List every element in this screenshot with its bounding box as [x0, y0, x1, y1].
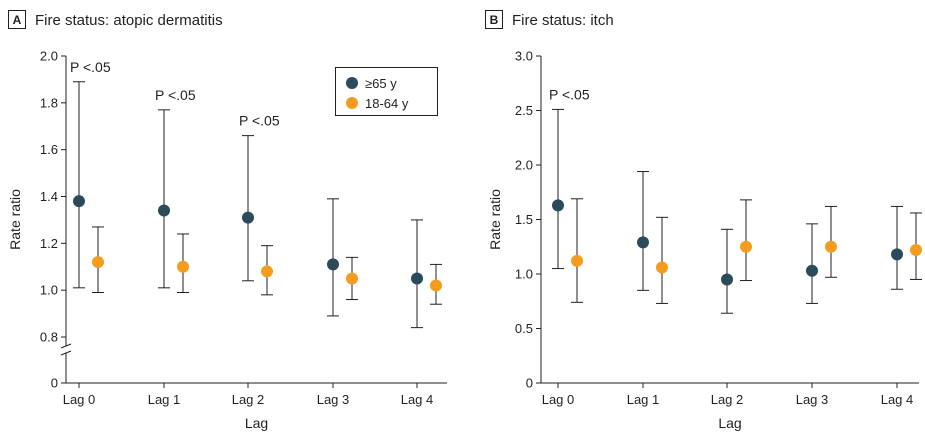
- y-axis-title: Rate ratio: [7, 189, 23, 250]
- data-point: [430, 279, 442, 292]
- legend-label: ≥65 y: [365, 76, 397, 91]
- panel-b: B Fire status: itch 0 0.5 1.0 1.5 2.0 2.5 3.0 Lag…: [485, 10, 922, 431]
- chart-title: Fire status: itch: [512, 12, 614, 29]
- y-tick-label: 2.0: [40, 49, 58, 64]
- y-tick-label: 1.4: [40, 189, 58, 204]
- y-tick-label: 0.8: [40, 330, 58, 345]
- data-point: [177, 260, 189, 273]
- series-18-64: [92, 226, 442, 305]
- data-point: [411, 272, 423, 285]
- x-tick-label: Lag 4: [401, 392, 434, 407]
- y-tick-label: 2.0: [515, 158, 533, 173]
- legend-label: 18-64 y: [365, 96, 409, 111]
- data-point: [656, 261, 668, 274]
- y-tick-label: 0: [526, 376, 533, 391]
- data-point: [552, 199, 564, 212]
- data-point: [92, 256, 104, 269]
- y-tick-label: 0: [51, 376, 58, 391]
- x-tick-label: Lag 3: [796, 392, 829, 407]
- axis-break-mark: [60, 343, 72, 349]
- y-tick-label: 1.0: [515, 267, 533, 282]
- chart-title: Fire status: atopic dermatitis: [35, 12, 223, 29]
- y-tick-label: 1.5: [515, 212, 533, 227]
- y-tick-label: 0.5: [515, 321, 533, 336]
- data-point: [910, 244, 922, 257]
- x-tick-label: Lag 3: [317, 392, 350, 407]
- data-point: [891, 248, 903, 261]
- x-axis-title: Lag: [718, 415, 741, 431]
- series-ge65: [552, 108, 903, 314]
- data-point: [73, 195, 85, 208]
- significance-annotation: P <.05: [549, 86, 590, 102]
- x-axis-title: Lag: [245, 415, 268, 431]
- panel-letter-box: [8, 10, 26, 29]
- panel-letter: A: [13, 13, 22, 27]
- data-point: [158, 204, 170, 217]
- panel-letter: B: [490, 13, 499, 27]
- legend-marker: [346, 77, 358, 89]
- data-point: [571, 254, 583, 267]
- panel-a: A Fire status: atopic dermatitis 0 0.8 1.0 1.…: [7, 10, 447, 431]
- data-point: [637, 236, 649, 249]
- y-tick-label: 1.0: [40, 283, 58, 298]
- axis-break-mark: [60, 350, 72, 356]
- data-point: [242, 211, 254, 224]
- data-point: [721, 273, 733, 286]
- series-18-64: [571, 198, 922, 304]
- x-tick-label: Lag 1: [627, 392, 660, 407]
- panel-letter-box: [485, 10, 503, 29]
- y-tick-label: 1.8: [40, 95, 58, 110]
- x-tick-label: Lag 0: [63, 392, 96, 407]
- data-point: [740, 240, 752, 253]
- x-tick-label: Lag 2: [711, 392, 744, 407]
- y-axis-title: Rate ratio: [487, 189, 503, 250]
- y-tick-label: 3.0: [515, 49, 533, 64]
- y-tick-label: 2.5: [515, 103, 533, 118]
- significance-annotation: P <.05: [155, 87, 196, 103]
- legend-marker: [346, 97, 358, 109]
- y-tick-label: 1.6: [40, 142, 58, 157]
- x-tick-label: Lag 4: [881, 392, 914, 407]
- data-point: [346, 272, 358, 285]
- significance-annotation: P <.05: [239, 113, 280, 129]
- data-point: [327, 258, 339, 271]
- series-ge65: [73, 81, 423, 329]
- y-tick-label: 1.2: [40, 236, 58, 251]
- legend: ≥65 y 18-64 y: [335, 67, 438, 116]
- x-tick-label: Lag 1: [148, 392, 181, 407]
- x-tick-label: Lag 0: [542, 392, 575, 407]
- significance-annotation: P <.05: [70, 59, 111, 75]
- x-tick-label: Lag 2: [232, 392, 265, 407]
- data-point: [806, 264, 818, 277]
- data-point: [261, 265, 273, 278]
- data-point: [825, 240, 837, 253]
